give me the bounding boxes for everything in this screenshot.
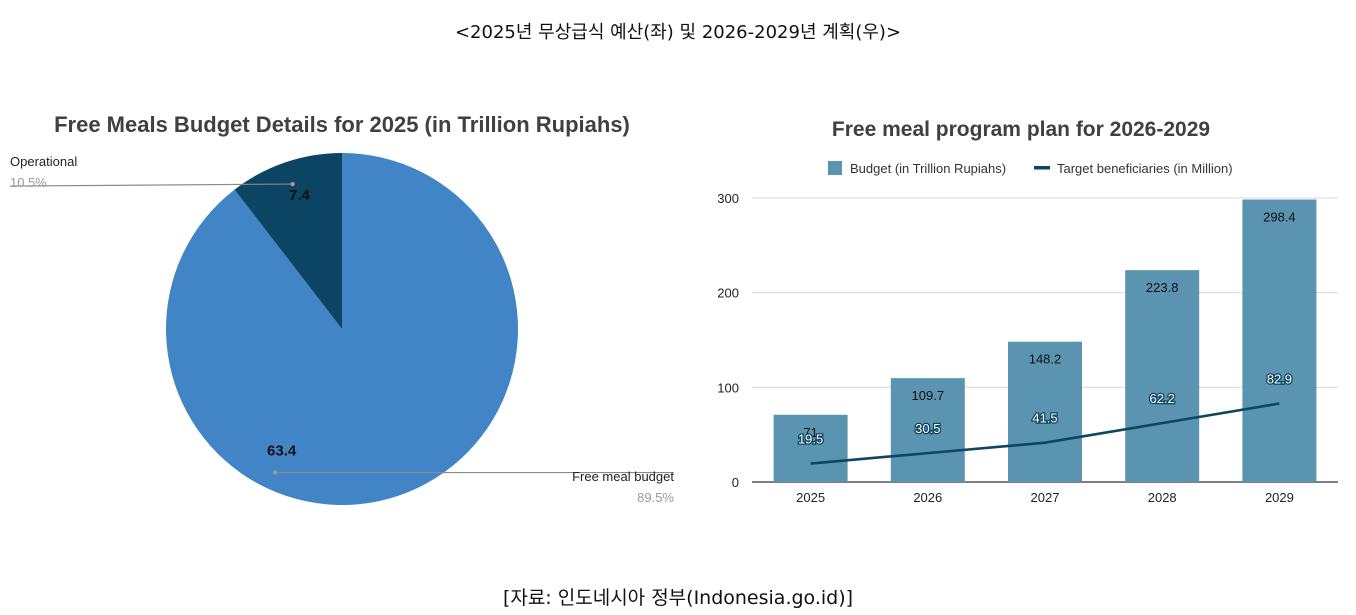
- y-tick-label-300: 300: [717, 191, 739, 206]
- line-value-label-2025: 19.5: [798, 432, 823, 447]
- x-tick-label-2027: 2027: [1031, 490, 1060, 505]
- bar-value-label-2027: 148.2: [1029, 352, 1062, 367]
- bar-2028: [1125, 270, 1200, 482]
- bar-value-label-2028: 223.8: [1146, 280, 1179, 295]
- y-tick-label-100: 100: [717, 380, 739, 395]
- pie-chart: 7.4 63.4 Operational 10.5% Free meal budget 8…: [9, 153, 674, 505]
- line-target-beneficiaries: [810, 402, 1280, 465]
- y-tick-label-0: 0: [732, 475, 739, 490]
- legend-label-beneficiaries: Target beneficiaries (in Million): [1057, 161, 1233, 176]
- pie-leader-line-operational: [9, 183, 293, 187]
- legend-swatch-beneficiaries: [1034, 166, 1050, 170]
- bar-value-label-2029: 298.4: [1263, 210, 1296, 225]
- pie-legend-percent-operational: 10.5%: [10, 175, 47, 190]
- line-value-label-2026: 30.5: [915, 421, 940, 436]
- bar-2027: [1008, 341, 1082, 482]
- pie-value-label-operational: 7.4: [289, 187, 311, 204]
- x-tick-label-2028: 2028: [1148, 490, 1177, 505]
- pie-chart-title: Free Meals Budget Details for 2025 (in T…: [54, 112, 630, 137]
- x-tick-label-2026: 2026: [913, 490, 942, 505]
- line-value-label-2027: 41.5: [1032, 411, 1057, 426]
- pie-legend-label-free-meal: Free meal budget: [572, 469, 674, 484]
- pie-legend-percent-free-meal: 89.5%: [637, 490, 674, 505]
- bar-2026: [890, 378, 965, 482]
- legend-swatch-budget: [828, 161, 842, 175]
- bar-value-label-2026: 109.7: [912, 388, 945, 403]
- pie-value-label-free-meal: 63.4: [267, 443, 297, 460]
- x-tick-label-2025: 2025: [796, 490, 825, 505]
- legend-label-budget: Budget (in Trillion Rupiahs): [850, 161, 1006, 176]
- pie-legend-label-operational: Operational: [10, 154, 77, 169]
- combo-bar-line-chart: Budget (in Trillion Rupiahs) Target benef…: [717, 161, 1338, 505]
- page-title: <2025년 무상급식 예산(좌) 및 2026-2029년 계획(우)>: [454, 22, 902, 43]
- bar-2025: [773, 414, 848, 482]
- bar-value-label-2025: 71: [803, 425, 817, 440]
- line-value-label-2029: 82.9: [1267, 372, 1292, 387]
- pie-leader-dot-operational: [290, 181, 295, 187]
- y-tick-label-200: 200: [717, 286, 739, 301]
- pie-slice-operational: [234, 153, 342, 329]
- source-note: [자료: 인도네시아 정부(Indonesia.go.id)]: [502, 587, 854, 609]
- bar-chart-title: Free meal program plan for 2026-2029: [831, 118, 1211, 141]
- line-value-label-2028: 62.2: [1150, 391, 1175, 406]
- x-tick-label-2029: 2029: [1265, 490, 1294, 505]
- pie-leader-dot-free-meal: [272, 470, 278, 475]
- bar-2029: [1242, 199, 1317, 483]
